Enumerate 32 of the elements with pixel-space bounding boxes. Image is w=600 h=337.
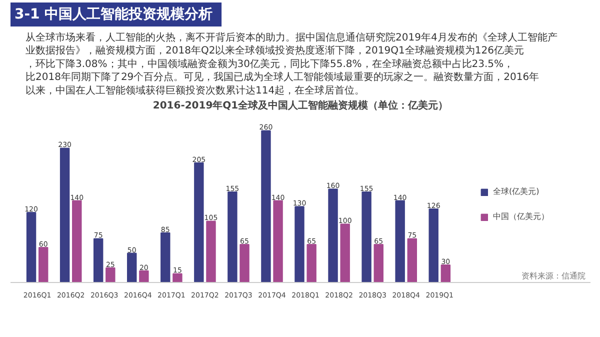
bar [72,200,82,282]
bar [194,162,204,282]
bar [340,224,350,282]
bar [206,220,216,282]
bar [139,270,149,282]
bar [240,244,250,282]
bar [428,208,438,282]
bar [60,148,70,282]
bar [374,244,384,282]
bar [38,246,48,282]
bar [440,264,451,282]
text: 3-1 中国人工智能投资规模分析 [14,6,213,22]
legend-label: 全球(亿美元) [493,186,540,197]
bar [93,238,104,282]
bar [127,252,137,282]
bar [362,192,372,282]
bar [106,267,116,282]
legend-label: 中国（亿美元） [493,211,549,222]
bar [160,232,170,282]
bar [228,192,238,282]
bar [261,130,271,282]
bar [407,238,417,282]
bar [395,200,405,282]
bar [328,188,338,282]
chart-title: 2016-2019年Q1全球及中国人工智能融资规模（单位：亿美元） [152,100,448,112]
bar [26,212,36,282]
bar [273,200,283,282]
bar [294,206,304,282]
bar [172,273,182,282]
bar [306,244,316,282]
text: 从全球市场来看，人工智能的火热，离不开背后资本的助力。据中国信息通信研究院2019年4月发布的《全球人工智能产业数据报告》，融资规模方面，2018年Q2以来全球领域投资热度逐渐下降，2019Q1全球融资规模为126亿美元，环比下降3.08%；其中，中国领域融资金额为30亿美元，同比下降55.8%，在全球融资总额中占比23.5%，比2018年同期下降了29个百分点。可见，我国已成为全球人工智能领域最重要的玩家之一。融资数量方面，2016年以来，中国在人工智能领域获得巨额投资次数累计达114起，在全球居首位。 [26,32,558,96]
text: 资料来源：信通院 [522,272,586,280]
